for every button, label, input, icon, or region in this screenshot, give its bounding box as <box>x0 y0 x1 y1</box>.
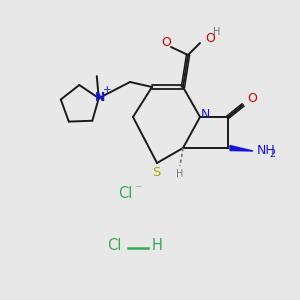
Text: Cl: Cl <box>118 185 132 200</box>
Text: N: N <box>94 91 105 104</box>
Text: +: + <box>103 85 111 95</box>
Text: H: H <box>213 27 220 37</box>
Text: NH: NH <box>257 143 276 157</box>
Text: H: H <box>176 169 184 179</box>
Text: Cl: Cl <box>107 238 122 253</box>
Text: 2: 2 <box>269 149 275 159</box>
Text: H: H <box>152 238 163 253</box>
Polygon shape <box>230 146 253 151</box>
Text: S: S <box>152 167 160 179</box>
Text: O: O <box>205 32 215 44</box>
Text: N: N <box>200 107 210 121</box>
Text: ⁻: ⁻ <box>134 184 142 196</box>
Text: O: O <box>247 92 257 106</box>
Text: O: O <box>161 35 171 49</box>
